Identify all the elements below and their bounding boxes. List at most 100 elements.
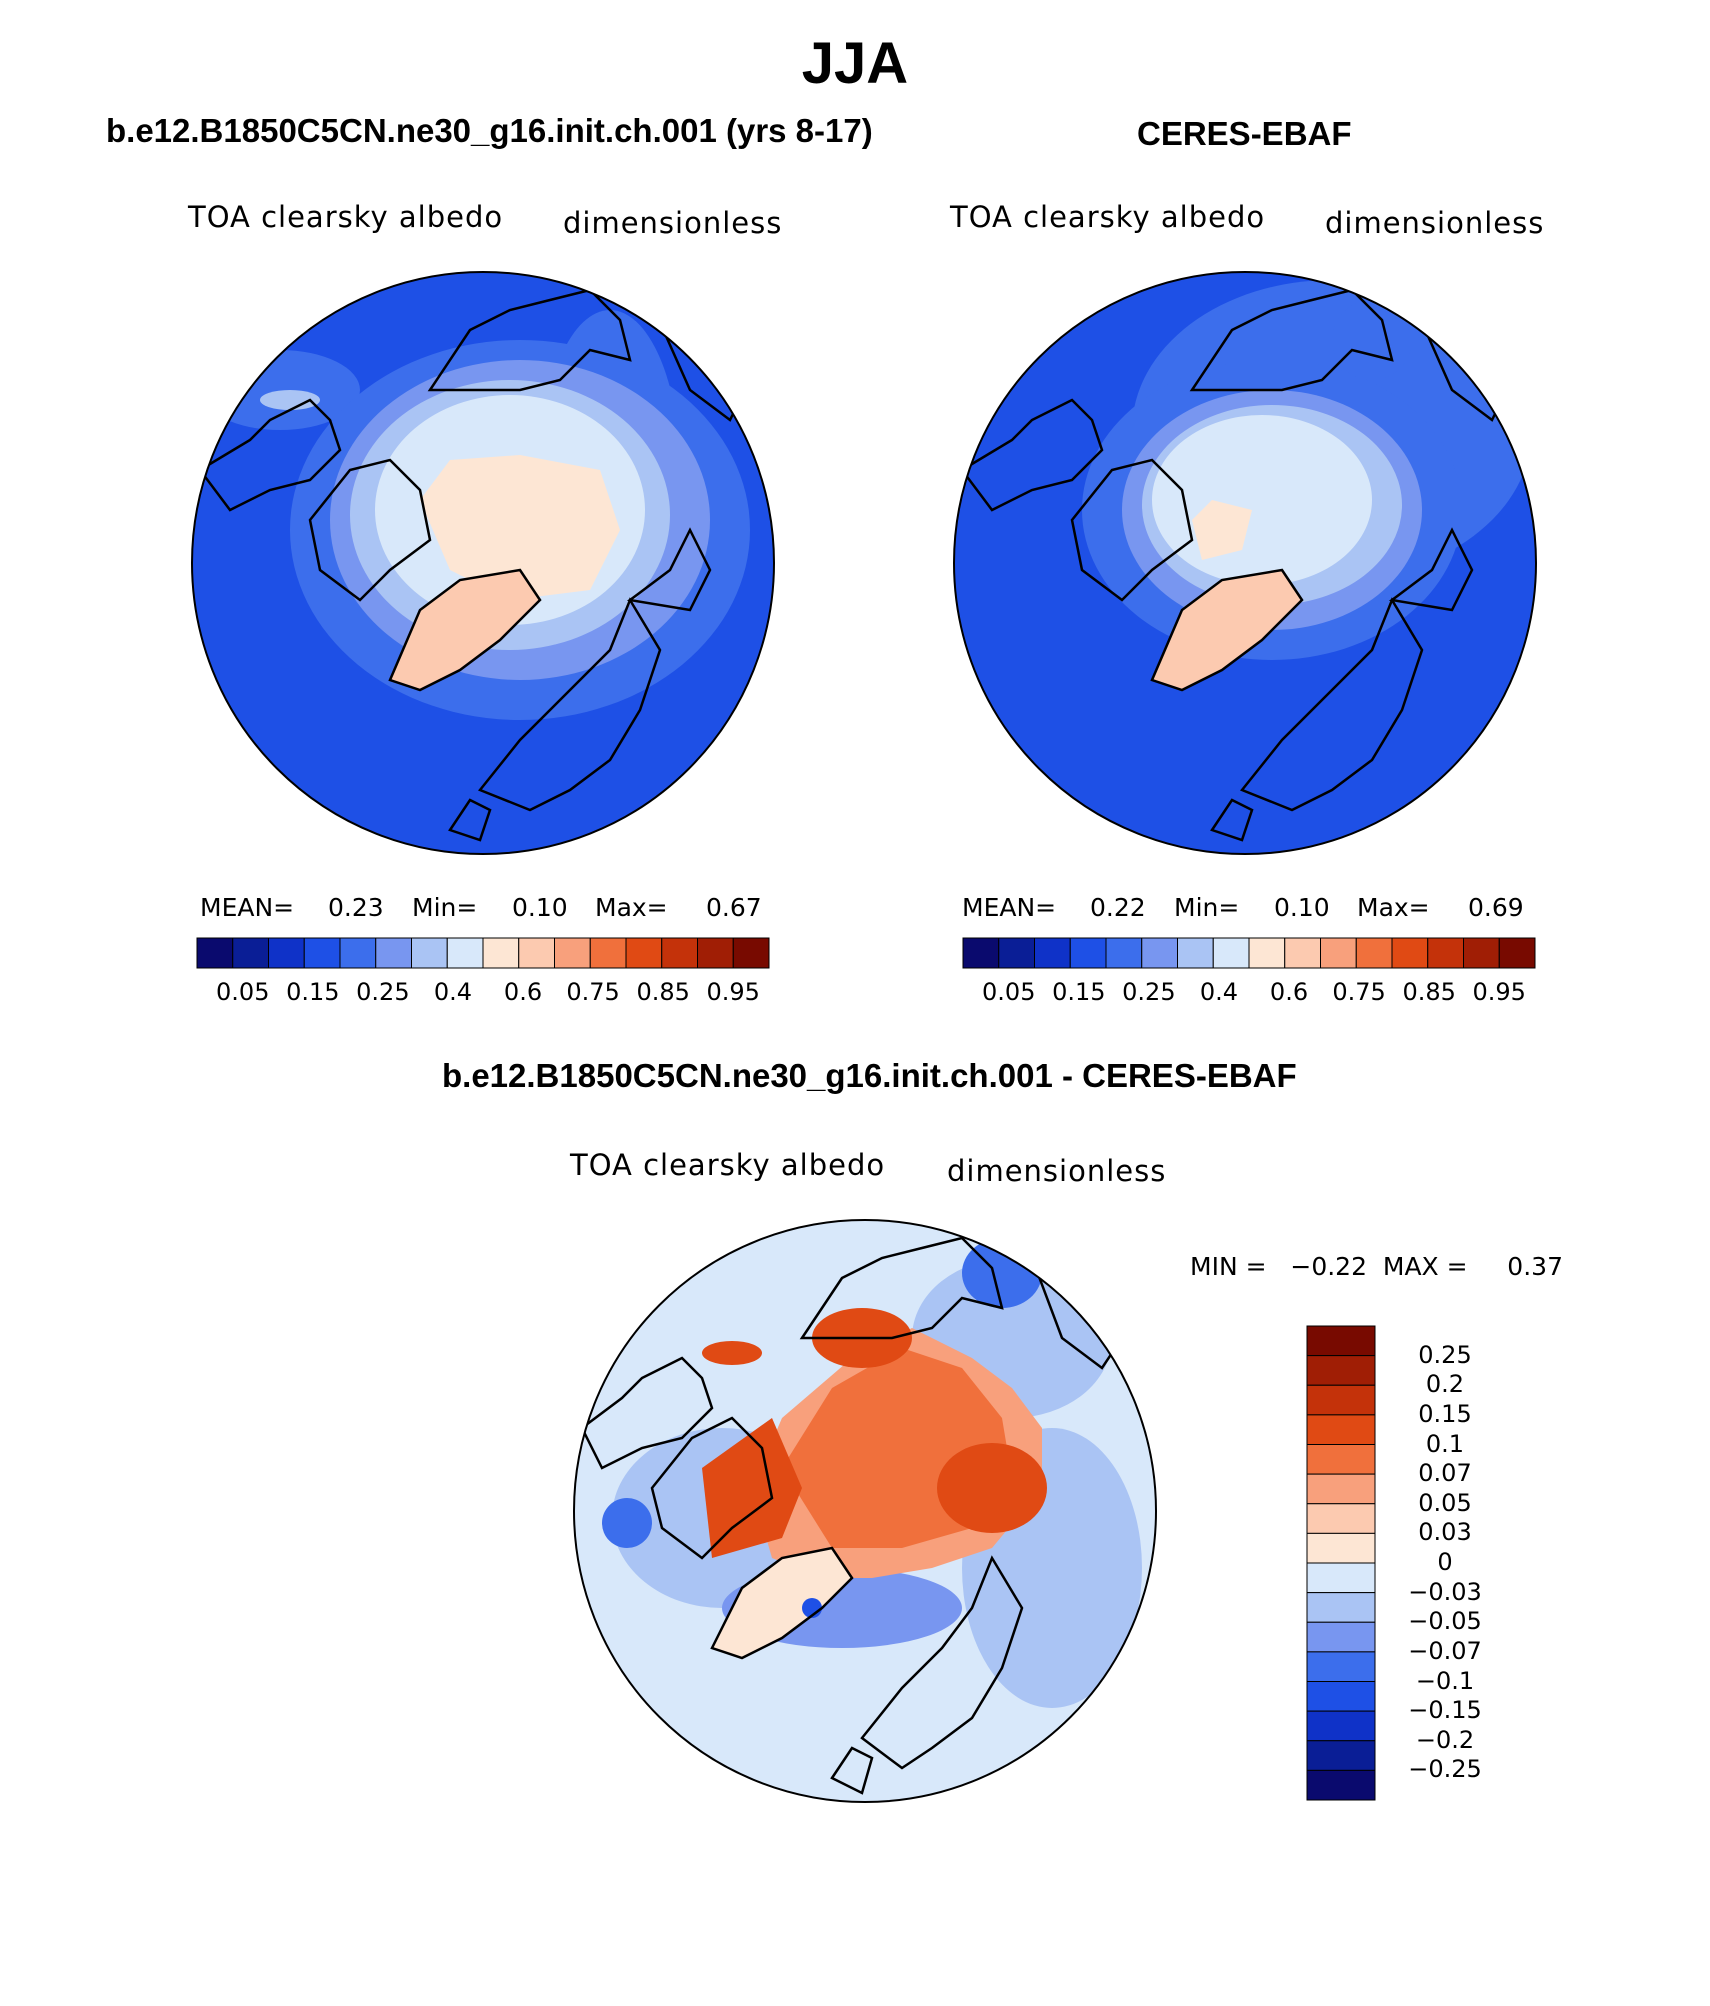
colorbar-tick-label: 0.75 xyxy=(1332,978,1386,1006)
colorbar-swatch xyxy=(998,937,1035,969)
colorbar-swatch xyxy=(482,937,520,969)
colorbar-swatch xyxy=(1248,937,1286,969)
colorbar-tick-label: 0.75 xyxy=(566,978,620,1006)
colorbar-swatch xyxy=(661,937,698,969)
colorbar-swatch xyxy=(1306,1592,1376,1623)
colorbar-tick-label: −0.07 xyxy=(1408,1636,1482,1665)
colorbar-tick-label: 0.4 xyxy=(433,978,473,1006)
colorbar-swatch xyxy=(303,937,341,969)
page-title: JJA xyxy=(801,31,909,96)
colorbar-swatch xyxy=(1212,937,1250,969)
colorbar-tick-label: 0.25 xyxy=(1418,1340,1472,1369)
colorbar-swatch xyxy=(1306,1384,1376,1416)
colorbar-swatch xyxy=(1034,937,1071,969)
colorbar-swatch xyxy=(1320,937,1357,969)
colorbar-swatch xyxy=(697,937,734,969)
colorbar-tick-label: −0.2 xyxy=(1415,1725,1475,1754)
panel-2-max-label: Max= xyxy=(1357,893,1430,922)
colorbar-swatch xyxy=(1141,937,1178,969)
colorbar-swatch xyxy=(732,937,770,969)
panel-3-variable: TOA clearsky albedo xyxy=(570,1148,886,1182)
colorbar-tick-label: 0.95 xyxy=(706,978,760,1006)
colorbar-swatch xyxy=(1306,1444,1376,1475)
colorbar-swatch xyxy=(232,937,269,969)
colorbar-swatch xyxy=(962,937,1000,969)
panel-3-colorbar-ticks: 0.25 0.2 0.15 0.1 0.07 0.05 0.03 0 −0.03 −0.05 −0.… xyxy=(1385,1326,1505,1800)
panel-2-min-value: 0.10 xyxy=(1274,893,1330,922)
colorbar-swatch xyxy=(1355,937,1393,969)
colorbar-tick-label: 0.15 xyxy=(286,978,340,1006)
colorbar-tick-label: −0.03 xyxy=(1408,1577,1482,1606)
colorbar-swatch xyxy=(1177,937,1214,969)
colorbar-tick-label: 0.6 xyxy=(503,978,543,1006)
colorbar-tick-label: 0.95 xyxy=(1472,978,1526,1006)
colorbar-swatch xyxy=(1306,1414,1376,1445)
colorbar-tick-label: 0.85 xyxy=(1402,978,1456,1006)
panel-1-mean-label: MEAN= xyxy=(200,893,295,922)
colorbar-tick-label: 0.15 xyxy=(1052,978,1106,1006)
colorbar-swatch xyxy=(1306,1621,1376,1653)
colorbar-swatch xyxy=(1306,1769,1376,1801)
panel-2-colorbar xyxy=(962,937,1536,969)
colorbar-swatch xyxy=(1306,1710,1376,1742)
colorbar-swatch xyxy=(1427,937,1464,969)
colorbar-swatch xyxy=(1306,1503,1376,1534)
colorbar-tick-label: 0.25 xyxy=(1122,978,1176,1006)
panel-2-variable: TOA clearsky albedo xyxy=(950,200,1266,234)
panel-1-colorbar-ticks: 0.05 0.15 0.25 0.4 0.6 0.75 0.85 0.95 xyxy=(197,978,769,1008)
colorbar-swatch xyxy=(375,937,412,969)
colorbar-swatch xyxy=(589,937,627,969)
panel-2-map xyxy=(953,271,1537,855)
colorbar-tick-label: 0.03 xyxy=(1418,1518,1472,1547)
colorbar-swatch xyxy=(1306,1740,1376,1771)
colorbar-swatch xyxy=(411,937,448,969)
colorbar-swatch xyxy=(1284,937,1321,969)
panel-1-min-label: Min= xyxy=(412,893,478,922)
colorbar-tick-label: 0.2 xyxy=(1425,1370,1465,1399)
colorbar-swatch xyxy=(1105,937,1143,969)
panel-2-stats: MEAN= 0.22 Min= 0.10 Max= 0.69 xyxy=(962,893,1528,922)
panel-1-min-value: 0.10 xyxy=(512,893,568,922)
colorbar-swatch xyxy=(518,937,555,969)
panel-3-colorbar xyxy=(1306,1325,1376,1801)
panel-2-colorbar-ticks: 0.05 0.15 0.25 0.4 0.6 0.75 0.85 0.95 xyxy=(963,978,1535,1008)
colorbar-swatch xyxy=(1306,1355,1376,1386)
panel-2-min-label: Min= xyxy=(1174,893,1240,922)
panel-1-mean-value: 0.23 xyxy=(328,893,384,922)
colorbar-tick-label: 0 xyxy=(1437,1548,1453,1576)
panel-3-minmax: MIN = −0.22 MAX = 0.37 xyxy=(1190,1252,1563,1281)
colorbar-swatch xyxy=(554,937,591,969)
panel-1-stats: MEAN= 0.23 Min= 0.10 Max= 0.67 xyxy=(200,893,766,922)
colorbar-swatch xyxy=(1498,937,1536,969)
panel-1-units: dimensionless xyxy=(563,206,783,240)
colorbar-swatch xyxy=(625,937,663,969)
colorbar-tick-label: 0.05 xyxy=(982,978,1036,1006)
colorbar-swatch xyxy=(196,937,234,969)
colorbar-tick-label: 0.85 xyxy=(636,978,690,1006)
panel-2-mean-value: 0.22 xyxy=(1090,893,1146,922)
colorbar-tick-label: −0.15 xyxy=(1408,1696,1482,1725)
colorbar-tick-label: 0.4 xyxy=(1199,978,1239,1006)
colorbar-tick-label: 0.15 xyxy=(1418,1399,1472,1428)
colorbar-tick-label: 0.05 xyxy=(1418,1488,1472,1517)
panel-1-max-label: Max= xyxy=(595,893,668,922)
panel-3-map xyxy=(573,1219,1157,1803)
panel-2-mean-label: MEAN= xyxy=(962,893,1057,922)
panel-3-units: dimensionless xyxy=(947,1154,1167,1188)
colorbar-swatch xyxy=(339,937,377,969)
colorbar-swatch xyxy=(1306,1325,1376,1357)
colorbar-tick-label: 0.1 xyxy=(1425,1429,1465,1458)
panel-1-map xyxy=(191,271,775,855)
panel-1-colorbar xyxy=(196,937,770,969)
colorbar-swatch xyxy=(1391,937,1429,969)
colorbar-tick-label: −0.25 xyxy=(1408,1755,1482,1784)
panel-1-variable: TOA clearsky albedo xyxy=(188,200,504,234)
colorbar-swatch xyxy=(1306,1681,1376,1712)
colorbar-tick-label: 0.05 xyxy=(216,978,270,1006)
colorbar-tick-label: 0.25 xyxy=(356,978,410,1006)
colorbar-tick-label: 0.6 xyxy=(1269,978,1309,1006)
colorbar-swatch xyxy=(1306,1473,1376,1505)
colorbar-swatch xyxy=(1306,1562,1376,1594)
colorbar-swatch xyxy=(1069,937,1107,969)
panel-3-heading: b.e12.B1850C5CN.ne30_g16.init.ch.001 - C… xyxy=(442,1057,1297,1094)
